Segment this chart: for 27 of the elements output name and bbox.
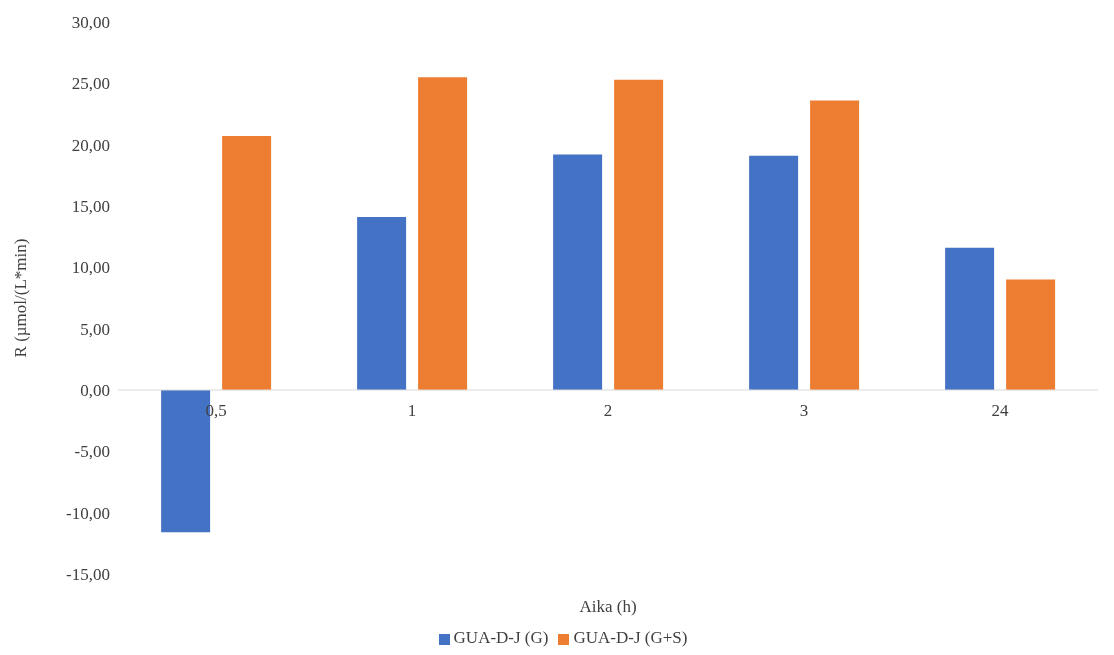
legend-label: GUA-D-J (G+S) (573, 628, 688, 647)
bar (945, 247, 995, 390)
x-axis-title: Aika (h) (579, 597, 637, 616)
bar (418, 77, 468, 390)
bar (749, 155, 799, 390)
y-tick-label: -15,00 (66, 565, 110, 585)
x-tick-label: 1 (407, 401, 417, 420)
y-tick-label: 25,00 (71, 74, 110, 94)
y-tick-label: 15,00 (71, 197, 110, 217)
y-tick-label: 0,00 (80, 381, 110, 401)
y-tick-label: 30,00 (71, 13, 110, 33)
x-tick-label: 3 (799, 401, 809, 420)
y-tick-label: 10,00 (71, 258, 110, 278)
y-axis-title: R (µmol/(L*min) (11, 238, 31, 358)
y-tick-label: 5,00 (80, 319, 110, 339)
bar (222, 136, 272, 390)
x-tick-label: 2 (603, 401, 613, 420)
bar (553, 154, 603, 390)
bar (810, 100, 860, 390)
bar (1006, 279, 1056, 390)
x-tick-label: 24 (991, 401, 1009, 420)
bar (614, 79, 664, 390)
legend-label: GUA-D-J (G) (453, 628, 549, 647)
y-tick-label: -5,00 (74, 442, 110, 462)
y-tick-label: -10,00 (66, 503, 110, 523)
y-tick-label: 20,00 (71, 135, 110, 155)
bar (357, 217, 407, 390)
